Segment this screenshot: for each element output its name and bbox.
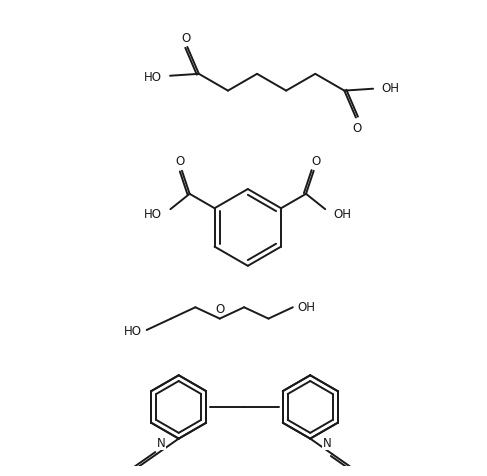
Text: O: O — [352, 121, 361, 134]
Text: OH: OH — [381, 82, 399, 95]
Text: N: N — [323, 436, 332, 449]
Text: HO: HO — [144, 207, 162, 220]
Text: OH: OH — [297, 300, 315, 313]
Text: O: O — [175, 154, 185, 168]
Text: N: N — [157, 436, 166, 449]
Text: O: O — [215, 302, 225, 315]
Text: HO: HO — [124, 325, 142, 338]
Text: O: O — [182, 32, 191, 45]
Text: HO: HO — [144, 71, 162, 84]
Text: OH: OH — [334, 207, 352, 220]
Text: O: O — [311, 154, 320, 168]
